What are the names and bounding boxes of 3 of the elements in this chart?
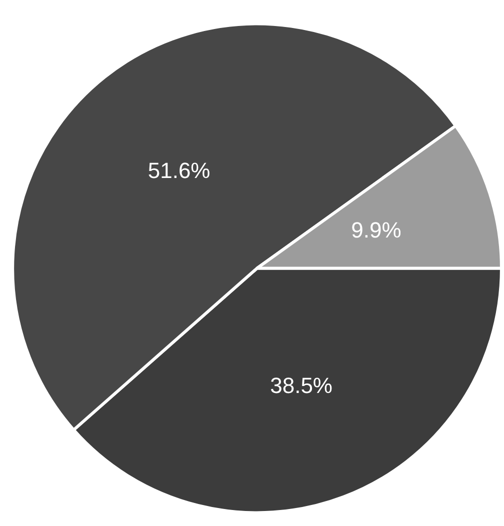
data-label: 38.5% <box>270 372 332 398</box>
data-label: 51.6% <box>148 158 210 183</box>
data-label: 9.9% <box>351 217 402 242</box>
